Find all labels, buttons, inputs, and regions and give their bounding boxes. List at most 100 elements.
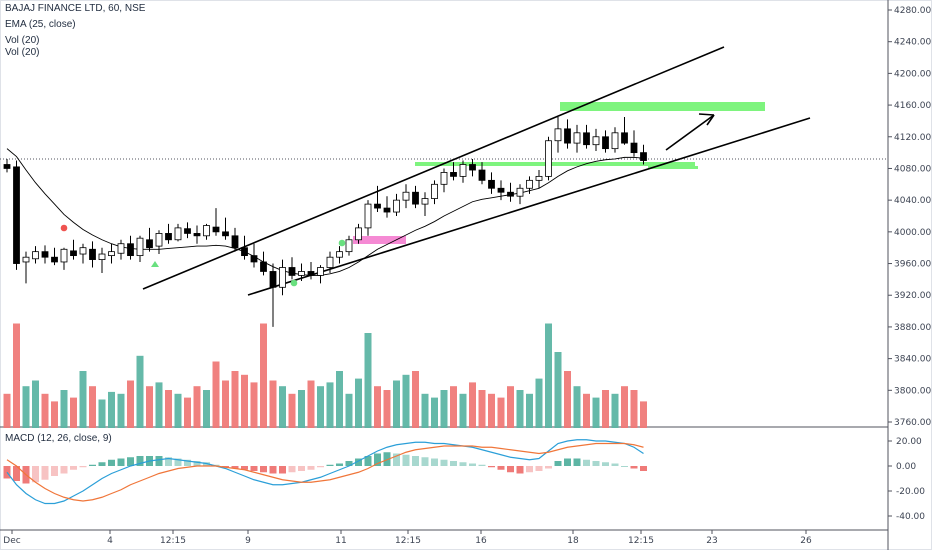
volume-bar xyxy=(393,380,400,428)
volume-bar xyxy=(260,323,267,428)
volume-bar xyxy=(231,371,239,428)
time-tick-label: 18 xyxy=(567,536,579,546)
macd-histogram-bar xyxy=(79,466,87,468)
volume-bar xyxy=(554,352,562,428)
macd-histogram-bar xyxy=(545,466,552,469)
time-tick-label: 16 xyxy=(475,536,487,546)
volume-bar xyxy=(535,378,543,428)
candle-body xyxy=(450,172,457,177)
price-tick-label: 4200.00 xyxy=(894,69,931,79)
macd-legend[interactable]: MACD (12, 26, close, 9) xyxy=(5,433,112,444)
macd-histogram-bar xyxy=(364,456,372,466)
volume-bar xyxy=(155,382,163,428)
volume-bar xyxy=(488,393,495,428)
candle-body xyxy=(393,199,400,213)
candle-body xyxy=(355,227,362,241)
candle-body xyxy=(526,179,533,189)
price-tick-label: 4040.00 xyxy=(894,196,931,206)
volume-bar xyxy=(307,380,315,428)
volume-bar xyxy=(241,374,248,428)
candle-body xyxy=(89,248,96,260)
candle-body xyxy=(165,233,172,241)
macd-histogram-bar xyxy=(32,466,39,483)
macd-histogram-bar xyxy=(317,466,324,468)
price-tick-label: 4120.00 xyxy=(894,133,931,143)
volume-legend-2[interactable]: Vol (20) xyxy=(5,47,40,58)
candle-body xyxy=(3,164,11,169)
volume-bar xyxy=(22,386,30,428)
candle-body xyxy=(488,179,495,189)
candle-body xyxy=(117,243,125,254)
macd-histogram-bar xyxy=(374,453,381,466)
candle-body xyxy=(573,132,581,144)
macd-histogram-bar xyxy=(127,457,134,466)
price-tick-label: 4240.00 xyxy=(894,38,931,48)
volume-bar xyxy=(431,397,438,428)
candle-body xyxy=(440,172,448,185)
price-tick-label: 3840.00 xyxy=(894,355,931,365)
volume-bar xyxy=(13,323,20,428)
macd-histogram-bar xyxy=(602,462,609,466)
volume-bar xyxy=(3,393,11,428)
candle-body xyxy=(250,255,258,263)
macd-histogram-bar xyxy=(98,462,106,466)
macd-histogram-bar xyxy=(260,466,267,473)
macd-histogram-bar xyxy=(212,464,220,466)
volume-bar xyxy=(383,390,391,428)
volume-bar xyxy=(222,380,229,428)
macd-histogram-bar xyxy=(41,466,49,480)
candle-body xyxy=(326,256,334,268)
macd-histogram-bar xyxy=(165,457,172,466)
macd-histogram-bar xyxy=(488,466,495,468)
volume-bar xyxy=(108,391,115,428)
time-tick-label: Dec xyxy=(3,536,20,546)
volume-bar xyxy=(402,374,410,428)
macd-histogram-bar xyxy=(440,459,448,466)
candle-body xyxy=(592,136,600,146)
volume-legend-1[interactable]: Vol (20) xyxy=(5,35,40,46)
macd-histogram-bar xyxy=(469,463,476,466)
price-tick-label: 3920.00 xyxy=(894,291,931,301)
macd-histogram-bar xyxy=(336,463,343,466)
candle-body xyxy=(383,207,391,213)
macd-histogram-bar xyxy=(193,461,201,466)
candle-body xyxy=(364,203,372,229)
macd-histogram-bar xyxy=(136,456,144,466)
macd-histogram-bar xyxy=(393,453,400,466)
macd-histogram-bar xyxy=(279,466,286,474)
candle-body xyxy=(60,248,68,263)
time-tick-label: 12:15 xyxy=(395,536,421,546)
candle-body xyxy=(241,247,248,257)
volume-bar xyxy=(70,397,77,428)
candle-body xyxy=(79,247,87,255)
projection-arrow xyxy=(665,114,715,151)
candle-body xyxy=(13,166,20,264)
candle-body xyxy=(374,203,381,209)
candle-body xyxy=(231,235,239,249)
time-tick-label: 4 xyxy=(107,536,113,546)
candle-body xyxy=(412,191,419,205)
candle-body xyxy=(421,198,429,205)
macd-histogram-bar xyxy=(564,458,571,466)
volume-bar xyxy=(279,386,286,428)
macd-histogram-bar xyxy=(421,457,429,466)
candle-body xyxy=(402,191,410,201)
candle-body xyxy=(336,251,343,258)
macd-histogram-bar xyxy=(497,466,505,470)
macd-histogram-bar xyxy=(155,456,163,466)
volume-bar xyxy=(136,355,144,428)
volume-bar xyxy=(450,386,457,428)
macd-histogram-bar xyxy=(51,466,58,476)
macd-histogram-bar xyxy=(184,459,191,466)
support-line-zone xyxy=(415,162,695,166)
macd-histogram-bar xyxy=(507,466,514,473)
macd-histogram-bar xyxy=(621,466,628,467)
symbol-legend[interactable]: BAJAJ FINANCE LTD, 60, NSE xyxy=(5,3,146,14)
candle-body xyxy=(70,250,77,257)
macd-histogram-bar xyxy=(431,458,438,466)
volume-bar xyxy=(526,393,533,428)
channel-lower-line xyxy=(247,117,811,296)
macd-histogram-bar xyxy=(89,464,96,466)
ema-legend[interactable]: EMA (25, close) xyxy=(5,19,76,30)
